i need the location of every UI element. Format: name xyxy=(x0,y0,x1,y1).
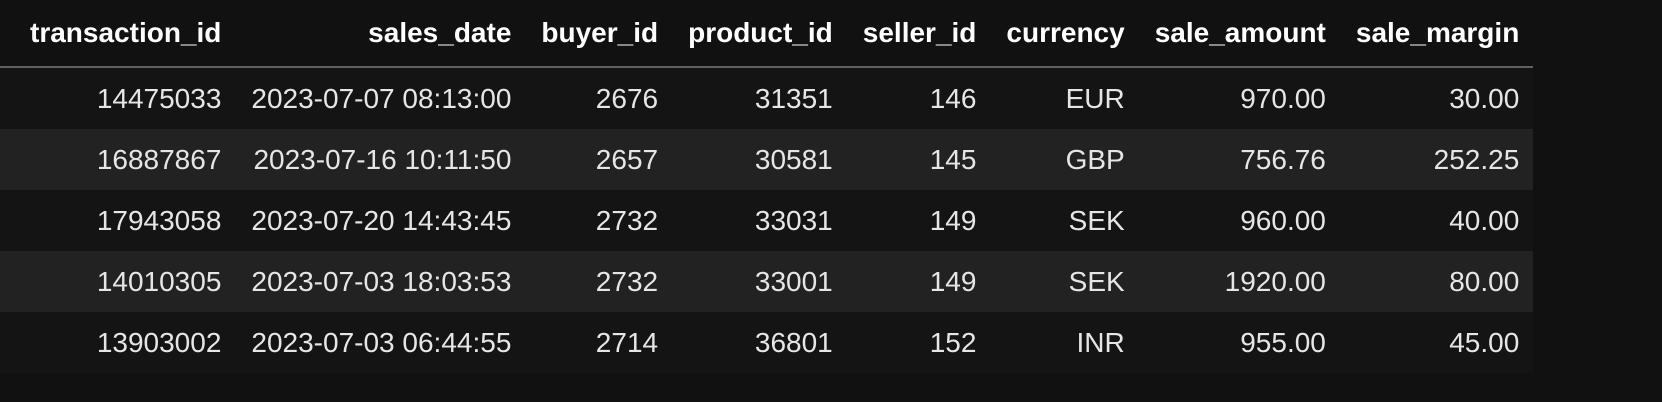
cell-product-id: 33001 xyxy=(672,251,847,312)
cell-currency: EUR xyxy=(990,67,1139,129)
table-row: 14475033 2023-07-07 08:13:00 2676 31351 … xyxy=(0,67,1534,129)
cell-transaction-id: 13903002 xyxy=(0,312,236,373)
cell-product-id: 31351 xyxy=(672,67,847,129)
cell-currency: INR xyxy=(990,312,1139,373)
cell-sales-date: 2023-07-20 14:43:45 xyxy=(235,190,526,251)
cell-currency: SEK xyxy=(990,251,1139,312)
cell-sales-date: 2023-07-07 08:13:00 xyxy=(235,67,526,129)
column-header-transaction-id: transaction_id xyxy=(0,0,236,68)
cell-sales-date: 2023-07-03 06:44:55 xyxy=(235,312,526,373)
cell-seller-id: 152 xyxy=(846,312,991,373)
cell-seller-id: 149 xyxy=(846,190,991,251)
table-row: 13903002 2023-07-03 06:44:55 2714 36801 … xyxy=(0,312,1534,373)
cell-buyer-id: 2657 xyxy=(525,129,673,190)
cell-sale-amount: 955.00 xyxy=(1138,312,1340,373)
data-table: transaction_id sales_date buyer_id produ… xyxy=(0,0,1534,373)
dataframe-output: transaction_id sales_date buyer_id produ… xyxy=(0,0,1534,373)
column-header-buyer-id: buyer_id xyxy=(525,0,673,68)
cell-seller-id: 149 xyxy=(846,251,991,312)
column-header-sale-amount: sale_amount xyxy=(1138,0,1340,68)
cell-buyer-id: 2676 xyxy=(525,67,673,129)
cell-transaction-id: 16887867 xyxy=(0,129,236,190)
column-header-product-id: product_id xyxy=(672,0,847,68)
cell-sale-amount: 756.76 xyxy=(1138,129,1340,190)
cell-buyer-id: 2732 xyxy=(525,251,673,312)
cell-sale-margin: 252.25 xyxy=(1339,129,1534,190)
table-row: 16887867 2023-07-16 10:11:50 2657 30581 … xyxy=(0,129,1534,190)
header-row: transaction_id sales_date buyer_id produ… xyxy=(0,0,1534,68)
table-row: 14010305 2023-07-03 18:03:53 2732 33001 … xyxy=(0,251,1534,312)
cell-currency: GBP xyxy=(990,129,1139,190)
cell-buyer-id: 2714 xyxy=(525,312,673,373)
cell-seller-id: 145 xyxy=(846,129,991,190)
cell-sale-margin: 30.00 xyxy=(1339,67,1534,129)
cell-sale-amount: 960.00 xyxy=(1138,190,1340,251)
cell-seller-id: 146 xyxy=(846,67,991,129)
cell-sale-margin: 40.00 xyxy=(1339,190,1534,251)
cell-product-id: 36801 xyxy=(672,312,847,373)
cell-currency: SEK xyxy=(990,190,1139,251)
cell-transaction-id: 14010305 xyxy=(0,251,236,312)
column-header-sale-margin: sale_margin xyxy=(1339,0,1534,68)
cell-sale-amount: 1920.00 xyxy=(1138,251,1340,312)
cell-buyer-id: 2732 xyxy=(525,190,673,251)
table-body: 14475033 2023-07-07 08:13:00 2676 31351 … xyxy=(0,67,1534,373)
table-row: 17943058 2023-07-20 14:43:45 2732 33031 … xyxy=(0,190,1534,251)
cell-product-id: 30581 xyxy=(672,129,847,190)
cell-sale-margin: 80.00 xyxy=(1339,251,1534,312)
cell-transaction-id: 14475033 xyxy=(0,67,236,129)
table-header: transaction_id sales_date buyer_id produ… xyxy=(0,0,1534,68)
column-header-sales-date: sales_date xyxy=(235,0,526,68)
column-header-seller-id: seller_id xyxy=(846,0,991,68)
cell-sales-date: 2023-07-03 18:03:53 xyxy=(235,251,526,312)
cell-sale-margin: 45.00 xyxy=(1339,312,1534,373)
cell-transaction-id: 17943058 xyxy=(0,190,236,251)
cell-sales-date: 2023-07-16 10:11:50 xyxy=(235,129,526,190)
cell-product-id: 33031 xyxy=(672,190,847,251)
cell-sale-amount: 970.00 xyxy=(1138,67,1340,129)
column-header-currency: currency xyxy=(990,0,1139,68)
